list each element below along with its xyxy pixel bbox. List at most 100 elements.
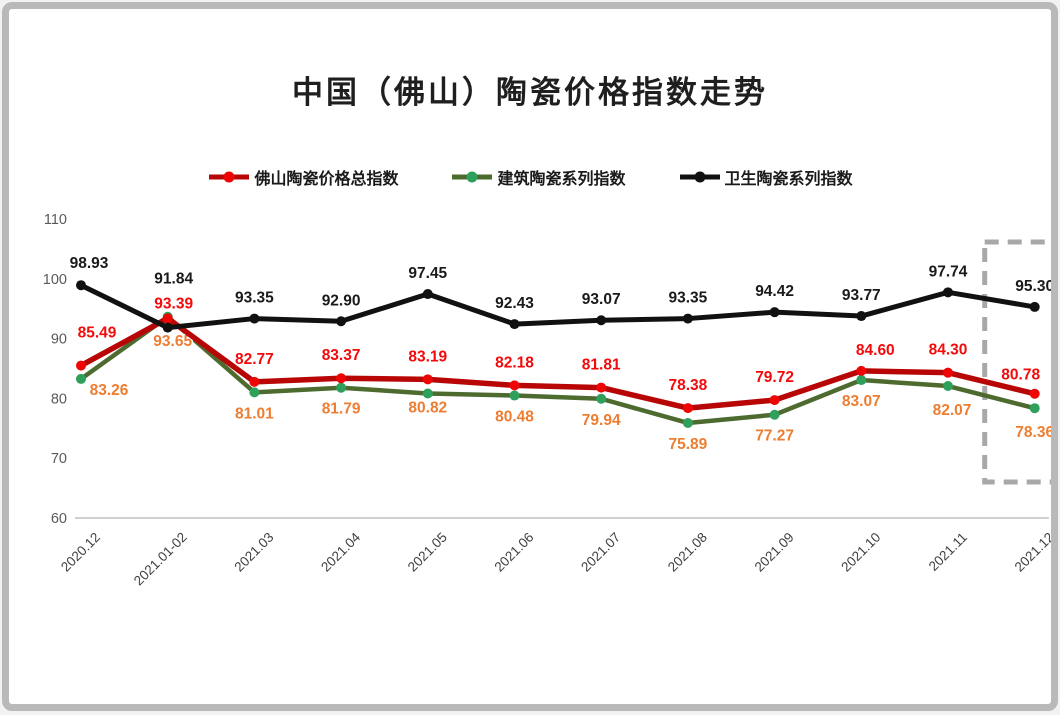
x-tick-label: 2020.12 <box>58 530 103 575</box>
data-label: 97.45 <box>408 265 447 282</box>
data-point <box>76 280 86 291</box>
data-point <box>336 382 347 393</box>
y-tick-label: 100 <box>43 272 67 288</box>
legend-item-2: 卫生陶瓷系列指数 <box>678 165 853 189</box>
legend-marker-icon <box>209 171 250 183</box>
data-label: 83.26 <box>90 382 129 399</box>
data-label: 93.07 <box>582 291 621 308</box>
data-label: 98.93 <box>70 255 109 272</box>
data-label: 93.35 <box>669 290 708 307</box>
y-tick-label: 110 <box>44 212 67 228</box>
data-label: 82.07 <box>933 402 972 419</box>
data-label: 93.35 <box>235 290 274 307</box>
data-point <box>1029 388 1040 399</box>
chart-title: 中国（佛山）陶瓷价格指数走势 <box>292 75 768 110</box>
series-line-0 <box>78 315 1038 411</box>
data-point <box>856 365 867 376</box>
data-point <box>682 313 693 324</box>
data-point <box>249 313 260 324</box>
data-label: 77.27 <box>755 428 794 445</box>
legend-item-1: 建筑陶瓷系列指数 <box>450 165 626 189</box>
data-label: 84.60 <box>856 342 895 359</box>
data-point <box>856 375 867 386</box>
data-label: 95.30 <box>1015 278 1054 295</box>
data-point <box>509 380 520 391</box>
data-point <box>1029 403 1040 414</box>
data-point <box>769 395 780 406</box>
chart-legend: 佛山陶瓷价格总指数 建筑陶瓷系列指数 卫生陶瓷系列指数 <box>9 165 1051 189</box>
data-label: 79.94 <box>582 412 621 429</box>
data-label: 75.89 <box>669 436 708 453</box>
data-point <box>509 319 520 330</box>
y-tick-label: 60 <box>51 511 67 527</box>
x-tick-label: 2021.12 <box>1012 530 1057 575</box>
data-label: 83.19 <box>408 348 447 365</box>
data-label: 93.65 <box>153 333 192 350</box>
data-label: 84.30 <box>929 342 968 359</box>
x-tick-label: 2021.09 <box>752 530 797 575</box>
data-label: 82.77 <box>235 351 274 368</box>
data-label: 93.39 <box>154 295 193 312</box>
data-label: 79.72 <box>755 369 794 386</box>
data-label: 93.77 <box>842 287 881 304</box>
series-line-1 <box>78 314 1037 426</box>
data-point <box>943 287 953 298</box>
data-point <box>682 403 693 414</box>
data-point <box>596 382 607 393</box>
data-point <box>422 374 433 385</box>
x-tick-label: 2021.04 <box>318 529 363 574</box>
data-point <box>509 390 520 401</box>
y-tick-label: 70 <box>51 451 67 467</box>
data-label: 94.42 <box>755 283 794 300</box>
x-tick-label: 2021.06 <box>491 530 536 575</box>
data-point <box>249 376 260 387</box>
data-point <box>76 373 86 384</box>
data-label: 80.48 <box>495 409 534 426</box>
data-point <box>1029 301 1040 312</box>
data-label: 83.07 <box>842 393 881 410</box>
legend-item-0: 佛山陶瓷价格总指数 <box>207 165 398 189</box>
data-point <box>249 387 260 398</box>
x-tick-label: 2021.05 <box>405 530 450 575</box>
x-tick-label: 2021.10 <box>838 530 883 575</box>
data-point <box>943 367 953 378</box>
legend-label: 建筑陶瓷系列指数 <box>497 171 626 188</box>
data-label: 83.37 <box>322 347 361 364</box>
data-point <box>162 313 173 324</box>
data-point <box>336 316 347 327</box>
x-tick-label: 2021.01-02 <box>131 530 190 589</box>
price-index-chart: 60 70 80 90 100 110 2020.12 2021.01-02 2021.03 20… <box>43 212 1057 589</box>
legend-label: 佛山陶瓷价格总指数 <box>254 171 399 188</box>
series-line-2 <box>78 282 1038 331</box>
y-tick-label: 80 <box>51 391 67 407</box>
data-label: 81.81 <box>582 357 621 374</box>
data-label: 97.74 <box>929 263 968 280</box>
legend-marker-icon <box>452 171 493 183</box>
data-label: 81.01 <box>235 405 274 422</box>
data-label: 91.84 <box>154 271 193 288</box>
x-tick-label: 2021.07 <box>578 530 623 575</box>
data-label: 92.43 <box>495 295 534 312</box>
data-label: 78.36 <box>1015 424 1054 441</box>
data-point <box>422 388 433 399</box>
y-tick-label: 90 <box>51 332 67 348</box>
data-point <box>682 417 693 428</box>
data-point <box>943 381 953 392</box>
data-label: 80.78 <box>1001 367 1040 384</box>
data-label: 81.79 <box>322 401 361 418</box>
data-point <box>769 409 780 420</box>
x-tick-label: 2021.08 <box>665 530 710 575</box>
x-tick-label: 2021.03 <box>231 530 276 575</box>
data-point <box>336 373 347 384</box>
data-point <box>162 322 173 333</box>
data-label: 82.18 <box>495 354 534 371</box>
legend-label: 卫生陶瓷系列指数 <box>724 171 853 188</box>
data-point <box>422 289 433 300</box>
highlight-box <box>982 239 1051 485</box>
data-label: 78.38 <box>669 377 708 394</box>
x-tick-label: 2021.11 <box>926 530 970 574</box>
data-label: 80.82 <box>408 399 447 416</box>
data-point <box>76 360 86 371</box>
data-label: 85.49 <box>78 325 117 342</box>
